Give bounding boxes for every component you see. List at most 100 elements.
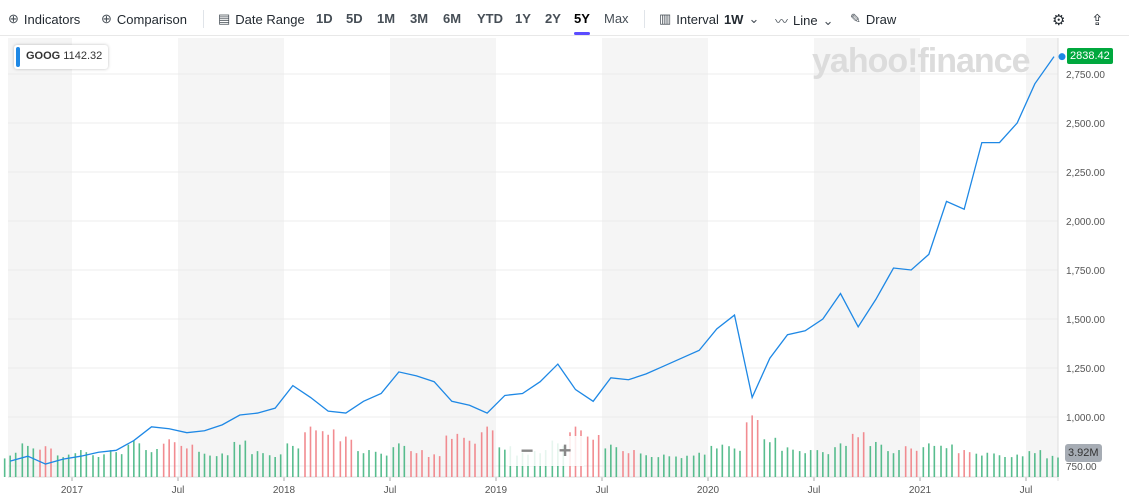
date-range-button[interactable]: ▤ Date Range: [218, 11, 305, 27]
volume-bar: [21, 443, 24, 477]
volume-bar: [321, 431, 324, 477]
volume-bar: [827, 454, 830, 477]
volume-bar: [981, 455, 983, 477]
volume-bar: [127, 444, 130, 477]
range-max[interactable]: Max: [604, 11, 629, 26]
y-tick-label: 2,500.00: [1066, 119, 1105, 130]
range-5y[interactable]: 5Y: [574, 11, 590, 35]
volume-bar: [686, 455, 688, 477]
volume-bar: [279, 454, 282, 477]
volume-bar: [198, 451, 200, 477]
volume-bar: [327, 434, 329, 477]
range-3m[interactable]: 3M: [410, 11, 429, 26]
volume-bar: [998, 455, 1001, 477]
volume-bar: [586, 436, 589, 477]
current-volume-tag: 3.92M: [1065, 444, 1102, 462]
x-tick-label: 2018: [273, 485, 296, 496]
volume-bar: [3, 458, 6, 477]
zoom-controls: − +: [508, 436, 584, 466]
period-shade: [390, 38, 496, 477]
volume-bar: [474, 443, 476, 477]
volume-bar: [951, 444, 953, 477]
chart-type-dropdown[interactable]: 〰 Line ⌄: [775, 11, 834, 30]
range-5d[interactable]: 5D: [346, 11, 363, 26]
volume-bar: [733, 448, 736, 477]
volume-bar: [675, 456, 677, 477]
volume-bar: [1021, 456, 1024, 477]
volume-bar: [292, 445, 294, 477]
volume-bar: [80, 450, 82, 477]
volume-bar: [781, 450, 783, 477]
volume-bar: [1039, 450, 1042, 477]
volume-bar: [663, 454, 665, 477]
volume-bar: [716, 448, 718, 477]
volume-bar: [940, 445, 942, 477]
calendar-icon: ▤: [218, 11, 231, 26]
volume-bar: [792, 449, 794, 477]
draw-button[interactable]: ✎ Draw: [850, 11, 896, 27]
interval-value: 1W: [723, 11, 744, 27]
indicators-label: Indicators: [23, 11, 81, 27]
volume-bar: [186, 448, 188, 477]
volume-bar: [162, 443, 165, 477]
volume-bar: [451, 438, 453, 477]
zoom-in-button[interactable]: +: [558, 438, 572, 463]
volume-bar: [728, 446, 730, 477]
volume-bar: [968, 452, 971, 477]
volume-bar: [756, 420, 759, 477]
comparison-button[interactable]: ⊕ Comparison: [101, 11, 187, 27]
volume-bar: [380, 453, 382, 477]
range-1d[interactable]: 1D: [316, 11, 333, 26]
volume-bar: [633, 450, 635, 477]
volume-bar: [1010, 457, 1013, 477]
zoom-out-button[interactable]: −: [520, 438, 534, 463]
range-6m[interactable]: 6M: [443, 11, 462, 26]
range-1m[interactable]: 1M: [377, 11, 396, 26]
volume-bar: [203, 453, 206, 477]
volume-bar: [262, 453, 264, 477]
volume-bar: [97, 457, 100, 477]
volume-bar: [668, 456, 671, 477]
range-2y[interactable]: 2Y: [545, 11, 561, 26]
interval-dropdown[interactable]: ▥ Interval 1W ⌄: [659, 11, 759, 27]
volume-bar: [392, 447, 395, 477]
volume-bar: [809, 450, 812, 477]
volume-bar: [362, 453, 365, 477]
y-tick-label: 1,000.00: [1066, 413, 1105, 424]
plus-circle-icon: ⊕: [8, 11, 19, 26]
volume-bar: [309, 426, 312, 477]
volume-bar: [1051, 455, 1054, 477]
x-tick-label: Jul: [596, 485, 609, 496]
volume-bar: [56, 455, 59, 477]
last-price-marker: [1058, 53, 1066, 61]
range-ytd[interactable]: YTD: [477, 11, 503, 26]
indicators-button[interactable]: ⊕ Indicators: [8, 11, 80, 27]
range-1y[interactable]: 1Y: [515, 11, 531, 26]
divider: [644, 10, 645, 28]
volume-bar: [427, 457, 430, 477]
volume-bar: [1034, 453, 1036, 477]
volume-bar: [928, 443, 930, 477]
volume-bar: [610, 444, 612, 477]
y-tick-label: 1,250.00: [1066, 364, 1105, 375]
volume-bar: [516, 455, 518, 477]
volume-bar: [256, 451, 259, 477]
period-shade: [178, 38, 284, 477]
volume-bar: [463, 437, 465, 477]
volume-bar: [133, 440, 135, 477]
settings-icon[interactable]: ⚙: [1052, 12, 1066, 29]
period-shade: [8, 38, 72, 477]
symbol-value: 1142.32: [63, 50, 103, 62]
volume-bar: [215, 456, 218, 477]
volume-bar: [804, 453, 806, 477]
period-shade: [1026, 38, 1058, 477]
y-tick-label: 1,500.00: [1066, 315, 1105, 326]
volume-bar: [851, 433, 854, 477]
volume-bar: [710, 445, 713, 477]
volume-bar: [739, 450, 741, 477]
volume-bar: [150, 452, 153, 477]
x-tick-label: Jul: [1020, 485, 1033, 496]
volume-bar: [910, 448, 912, 477]
share-icon[interactable]: ⇪: [1091, 12, 1104, 29]
